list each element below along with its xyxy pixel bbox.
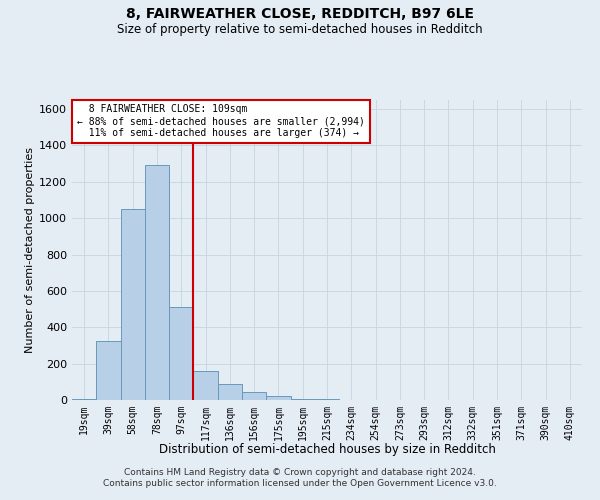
Bar <box>72 399 96 400</box>
Text: Size of property relative to semi-detached houses in Redditch: Size of property relative to semi-detach… <box>117 22 483 36</box>
Bar <box>242 392 266 400</box>
Text: 8, FAIRWEATHER CLOSE, REDDITCH, B97 6LE: 8, FAIRWEATHER CLOSE, REDDITCH, B97 6LE <box>126 8 474 22</box>
Bar <box>193 371 218 400</box>
Text: Distribution of semi-detached houses by size in Redditch: Distribution of semi-detached houses by … <box>158 442 496 456</box>
Bar <box>121 209 145 400</box>
Bar <box>145 166 169 400</box>
Y-axis label: Number of semi-detached properties: Number of semi-detached properties <box>25 147 35 353</box>
Bar <box>266 396 290 400</box>
Text: Contains HM Land Registry data © Crown copyright and database right 2024.
Contai: Contains HM Land Registry data © Crown c… <box>103 468 497 487</box>
Bar <box>96 341 121 400</box>
Text: 8 FAIRWEATHER CLOSE: 109sqm
← 88% of semi-detached houses are smaller (2,994)
  : 8 FAIRWEATHER CLOSE: 109sqm ← 88% of sem… <box>77 104 365 138</box>
Bar <box>290 398 315 400</box>
Bar <box>218 384 242 400</box>
Bar <box>169 308 193 400</box>
